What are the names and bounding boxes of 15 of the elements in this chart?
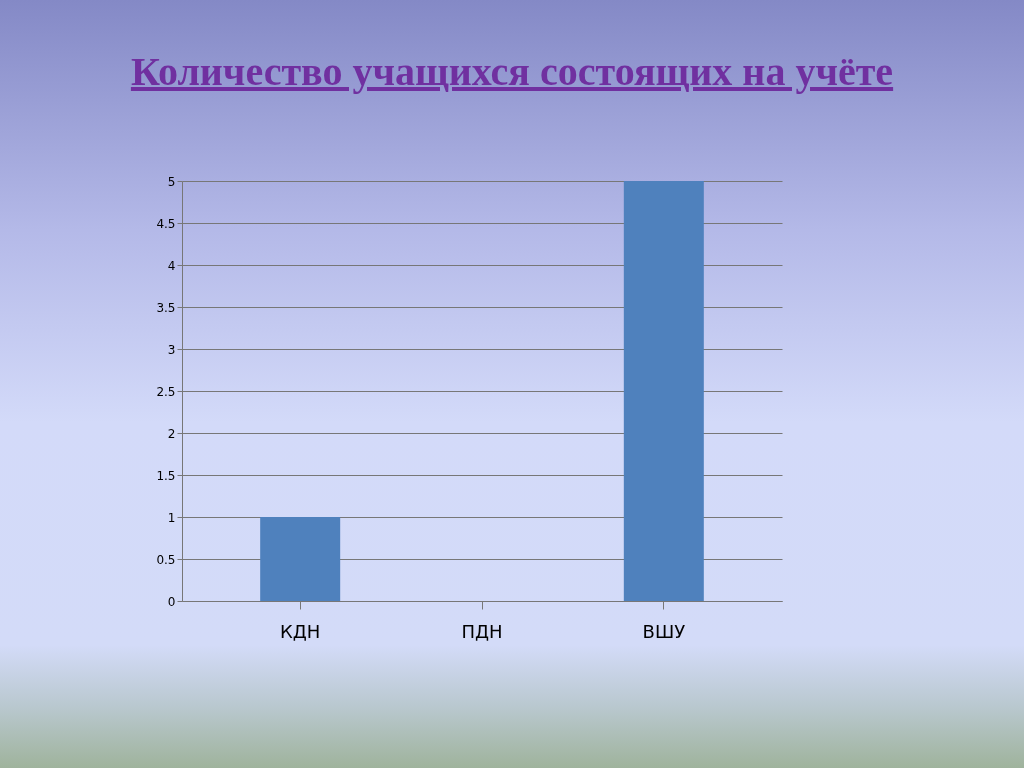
chart-title: Количество учащихся состоящих на учёте — [129, 48, 895, 95]
y-tick-label: 3.5 — [156, 300, 176, 315]
y-tick-label: 2 — [167, 426, 176, 441]
y-tick-label: 0 — [167, 594, 176, 609]
x-tick-label: ПДН — [461, 620, 503, 642]
y-tick-label: 4.5 — [156, 216, 176, 231]
y-tick-label: 1.5 — [156, 468, 176, 483]
y-tick-label: 1 — [167, 510, 176, 525]
y-tick-label: 4 — [167, 258, 176, 273]
x-tick-label: ВШУ — [642, 620, 686, 642]
y-tick-label: 0.5 — [156, 552, 176, 567]
y-tick-label: 2.5 — [156, 384, 176, 399]
x-tick-label: КДН — [279, 620, 321, 642]
y-tick-label: 3 — [167, 342, 176, 357]
y-tick-label: 5 — [167, 174, 176, 189]
